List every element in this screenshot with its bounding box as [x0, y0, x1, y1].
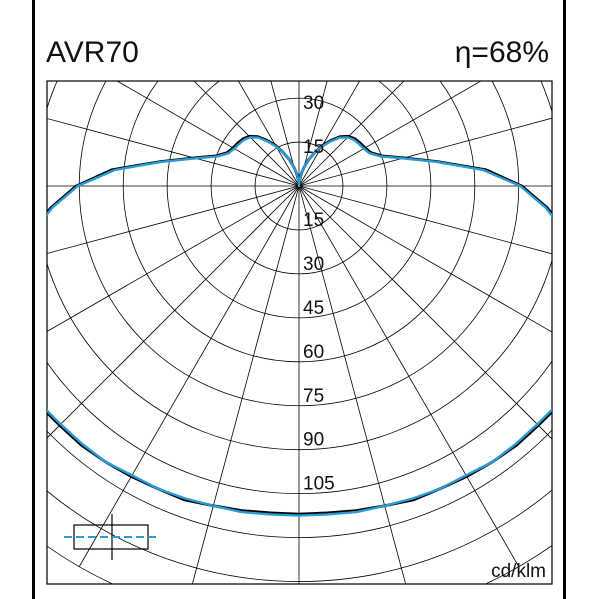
grid-spoke — [298, 117, 552, 187]
plot-area — [46, 80, 553, 585]
grid-spoke — [78, 185, 300, 567]
grid-spoke — [298, 185, 520, 567]
unit-label: cd/klm — [491, 561, 546, 582]
radial-tick-label: 75 — [303, 386, 324, 407]
grid-spoke — [298, 81, 405, 187]
grid-spoke — [116, 81, 300, 187]
grid-spoke — [47, 118, 300, 187]
grid-spoke — [298, 185, 552, 255]
grid-spoke — [47, 185, 300, 332]
diagram-frame — [32, 0, 566, 599]
grid-spoke — [193, 81, 300, 187]
radial-tick-label: 105 — [303, 474, 335, 495]
radial-tick-label: 90 — [303, 430, 324, 451]
radial-tick-label: 60 — [303, 342, 324, 363]
efficiency-label: η=68% — [454, 36, 549, 69]
luminaire-icon — [64, 514, 160, 560]
grid-spoke — [298, 185, 552, 333]
grid-spoke — [298, 185, 407, 584]
radial-tick-label: 15 — [303, 210, 324, 231]
grid-spoke — [298, 81, 482, 187]
radial-tick-label: 45 — [303, 298, 324, 319]
radial-tick-label: 30 — [303, 254, 324, 275]
grid-spoke — [270, 81, 300, 187]
grid-spoke — [191, 185, 300, 584]
radial-tick-labels: 30 15 15 30 45 60 75 90 105 — [303, 93, 335, 495]
grid-spoke — [47, 185, 300, 254]
intensity-curves — [47, 134, 552, 517]
intensity-curve-1 — [47, 136, 552, 517]
grid-spoke — [298, 81, 328, 187]
luminaire-title: AVR70 — [46, 36, 139, 69]
radial-tick-label: 30 — [303, 93, 324, 114]
grid-spoke — [298, 81, 361, 187]
radial-tick-label: 15 — [303, 137, 324, 158]
grid-spoke — [237, 81, 300, 187]
grid-spoke — [298, 185, 552, 440]
grid-spoke — [47, 185, 300, 439]
